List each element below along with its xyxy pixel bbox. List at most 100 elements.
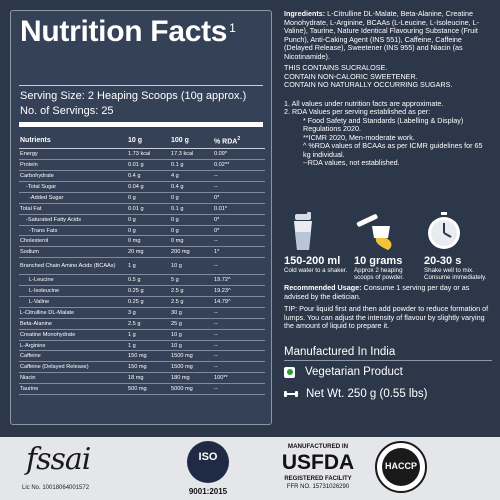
usfda-registered: REGISTERED FACILITY bbox=[284, 476, 352, 482]
step-water: 150-200 ml Cold water to a shaker. bbox=[284, 212, 350, 274]
info-column: Ingredients: L-Citrulline DL-Malate, Bet… bbox=[284, 9, 492, 168]
value-100g: 17.3 kcal bbox=[170, 148, 213, 161]
value-10g: 500 mg bbox=[127, 383, 170, 396]
veg-label: Vegetarian Product bbox=[305, 366, 403, 378]
value-10g: 0 g bbox=[127, 192, 170, 204]
warning-line: CONTAIN NO NATURALLY OCCURRING SUGARS. bbox=[284, 80, 453, 89]
value-10g: 150 mg bbox=[127, 361, 170, 374]
nutrient-name: -Total Sugar bbox=[19, 181, 127, 193]
table-row: L-Valine 0.25 g 2.5 g 14.79^ bbox=[19, 296, 265, 308]
divider bbox=[19, 85, 263, 86]
nutrient-name: Cholesterol bbox=[19, 235, 127, 248]
value-100g: 5 g bbox=[170, 274, 213, 287]
warning-line: CONTAIN NON-CALORIC SWEETENER. bbox=[284, 71, 418, 81]
table-row: Branched Chain Amino Acids (BCAAs) 1 g 10 … bbox=[19, 257, 265, 276]
value-100g: 2.5 g bbox=[170, 285, 213, 298]
value-10g: 2.5 g bbox=[127, 318, 170, 330]
vegetarian-badge: Vegetarian Product bbox=[284, 366, 403, 378]
step-powder: 10 grams Approx 2 heaping scoops of powd… bbox=[354, 212, 420, 281]
warnings: THIS CONTAINS SUCRALOSE. CONTAIN NON-CAL… bbox=[284, 63, 492, 90]
value-10g: 0.04 g bbox=[127, 181, 170, 193]
value-100g: 5000 mg bbox=[170, 383, 213, 396]
footnote-line: 1. All values under nutrition facts are … bbox=[284, 98, 444, 108]
value-10g: 0.5 g bbox=[127, 274, 170, 287]
value-rda: -- bbox=[213, 257, 265, 276]
value-100g: 2.5 g bbox=[170, 296, 213, 308]
value-10g: 0.01 g bbox=[127, 159, 170, 172]
table-row: Creatine Monohydrate 1 g 10 g -- bbox=[19, 329, 265, 341]
table-row: Total Fat 0.01 g 0.1 g 0.01* bbox=[19, 203, 265, 215]
header-10g: 10 g bbox=[127, 134, 170, 150]
value-100g: 0 g bbox=[170, 192, 213, 204]
value-10g: 0.4 g bbox=[127, 170, 170, 182]
value-rda: -- bbox=[213, 383, 265, 396]
footnote-line: --RDA values, not established. bbox=[303, 158, 400, 167]
table-row: Cholesterol 0 mg 0 mg -- bbox=[19, 235, 265, 248]
value-rda: -- bbox=[213, 170, 265, 182]
step-big: 10 grams bbox=[354, 255, 403, 267]
nutrient-name: L-Valine bbox=[19, 296, 127, 308]
table-header-row: Nutrients 10 g 100 g % RDA2 bbox=[19, 134, 265, 150]
table-row: Sodium 20 mg 200 mg 1* bbox=[19, 246, 265, 259]
value-10g: 1.73 kcal bbox=[127, 148, 170, 161]
value-100g: 1500 mg bbox=[170, 361, 213, 374]
value-100g: 30 g bbox=[170, 307, 213, 319]
header-rda: % RDA2 bbox=[213, 134, 265, 150]
value-rda: -- bbox=[213, 350, 265, 363]
iso-badge-icon bbox=[187, 441, 229, 483]
serving-size: Serving Size: 2 Heaping Scoops (10g appr… bbox=[20, 90, 247, 102]
value-100g: 10 g bbox=[170, 257, 213, 276]
nutrient-name: -Added Sugar bbox=[19, 192, 127, 204]
value-100g: 4 g bbox=[170, 170, 213, 182]
thick-divider bbox=[19, 122, 263, 127]
nutrient-name: L-Arginine bbox=[19, 340, 127, 352]
value-10g: 3 g bbox=[127, 307, 170, 319]
value-100g: 0.4 g bbox=[170, 181, 213, 193]
value-rda: 0.01* bbox=[213, 203, 265, 215]
recommended-usage: Recommended Usage: Consume 1 serving per… bbox=[284, 283, 470, 301]
table-row: Caffeine (Delayed Release) 150 mg 1500 mg -… bbox=[19, 361, 265, 374]
made-in-india: Manufactured In India bbox=[284, 346, 396, 358]
value-10g: 0.01 g bbox=[127, 203, 170, 215]
clock-icon bbox=[424, 212, 490, 252]
nutrient-name: Niacin bbox=[19, 372, 127, 385]
value-10g: 150 mg bbox=[127, 350, 170, 363]
header-100g: 100 g bbox=[170, 134, 213, 150]
warning-line: THIS CONTAINS SUCRALOSE. bbox=[284, 63, 388, 72]
step-big: 20-30 s bbox=[424, 255, 462, 267]
value-rda: 0.09* bbox=[213, 148, 265, 161]
value-rda: -- bbox=[213, 361, 265, 374]
usfda-top-label: MANUFACTURED IN bbox=[287, 443, 349, 450]
value-rda: -- bbox=[213, 181, 265, 193]
value-rda: 1* bbox=[213, 246, 265, 259]
divider bbox=[284, 360, 492, 361]
step-small: Shake well to mix. Consume immediately. bbox=[424, 267, 487, 281]
table-row: Caffeine 150 mg 1500 mg -- bbox=[19, 350, 265, 363]
usfda-number: FFR NO. 15731026290 bbox=[286, 484, 350, 490]
usage-tip: TIP: Pour liquid first and then add powd… bbox=[284, 304, 489, 330]
footnote-line: **ICMR 2020, Men-moderate work. bbox=[303, 132, 415, 142]
nutrition-facts-panel: Nutrition Facts 1 Serving Size: 2 Heaping… bbox=[10, 10, 272, 425]
nutrition-title: Nutrition Facts 1 bbox=[20, 15, 236, 48]
footnote-line: 2. RDA Values per serving established as… bbox=[284, 107, 431, 116]
nutrient-name: Taurine bbox=[19, 383, 127, 396]
value-rda: -- bbox=[213, 235, 265, 248]
haccp-seal-icon bbox=[375, 441, 427, 493]
iso-number: 9001:2015 bbox=[188, 487, 228, 496]
net-weight: Net Wt. 250 g (0.55 lbs) bbox=[284, 388, 427, 400]
value-100g: 0 mg bbox=[170, 235, 213, 248]
value-rda: 0* bbox=[213, 225, 265, 237]
value-10g: 0 g bbox=[127, 214, 170, 226]
ingredients: Ingredients: L-Citrulline DL-Malate, Bet… bbox=[284, 9, 479, 61]
iso-label: ISO bbox=[198, 451, 218, 463]
title-footnote-mark: 1 bbox=[229, 21, 236, 35]
step-big: 150-200 ml bbox=[284, 255, 341, 267]
step-small: Cold water to a shaker. bbox=[284, 267, 348, 274]
scoop-icon bbox=[354, 212, 420, 252]
value-rda: 0* bbox=[213, 214, 265, 226]
value-100g: 10 g bbox=[170, 340, 213, 352]
dumbbell-icon bbox=[284, 391, 298, 397]
footnote-line: ^ %RDA values of BCAAs as per ICMR guide… bbox=[303, 141, 483, 159]
